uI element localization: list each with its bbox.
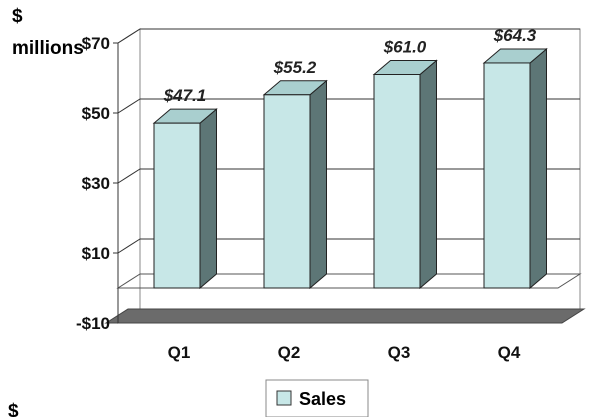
bar-q1 <box>152 108 218 290</box>
y-tick-labels: -$10 $10 $30 $50 $70 <box>76 34 110 333</box>
x-tick-label: Q3 <box>388 343 411 362</box>
bar-q2 <box>262 79 328 290</box>
data-label: $61.0 <box>383 38 427 57</box>
data-labels: $47.1 $55.2 $61.0 $64.3 <box>163 26 537 105</box>
footer-mark: $ <box>8 401 19 417</box>
data-label: $47.1 <box>163 86 207 105</box>
bar-q4 <box>482 47 548 290</box>
bar-side <box>529 47 547 290</box>
bar-side <box>309 79 327 290</box>
bars <box>152 47 548 290</box>
legend-label-sales: Sales <box>299 389 346 409</box>
bar-q3 <box>372 59 438 290</box>
x-tick-label: Q2 <box>278 343 301 362</box>
bar-side <box>199 108 217 290</box>
gridline <box>117 28 580 44</box>
legend-box <box>265 379 369 417</box>
x-tick-labels: Q1 Q2 Q3 Q4 <box>168 343 521 362</box>
bar-front <box>483 62 531 289</box>
legend-swatch-sales <box>276 390 292 406</box>
y-axis-label-line2: millions <box>12 38 84 59</box>
bar-front <box>153 122 201 289</box>
floor-slab <box>104 308 586 324</box>
legend: Sales <box>265 379 369 417</box>
y-tick-label: $50 <box>82 104 110 123</box>
y-axis-label-line1: $ <box>12 6 23 27</box>
y-tick-label: $10 <box>82 244 110 263</box>
y-tick-label: -$10 <box>76 314 110 333</box>
chart-floor <box>104 43 586 324</box>
data-label: $64.3 <box>493 26 537 45</box>
bar-side <box>419 59 437 290</box>
y-tick-label: $70 <box>82 34 110 53</box>
bar-front <box>373 74 421 289</box>
x-tick-label: Q1 <box>168 343 191 362</box>
y-tick-label: $30 <box>82 174 110 193</box>
bar-front <box>263 94 311 289</box>
data-label: $55.2 <box>273 58 317 77</box>
x-tick-label: Q4 <box>498 343 521 362</box>
